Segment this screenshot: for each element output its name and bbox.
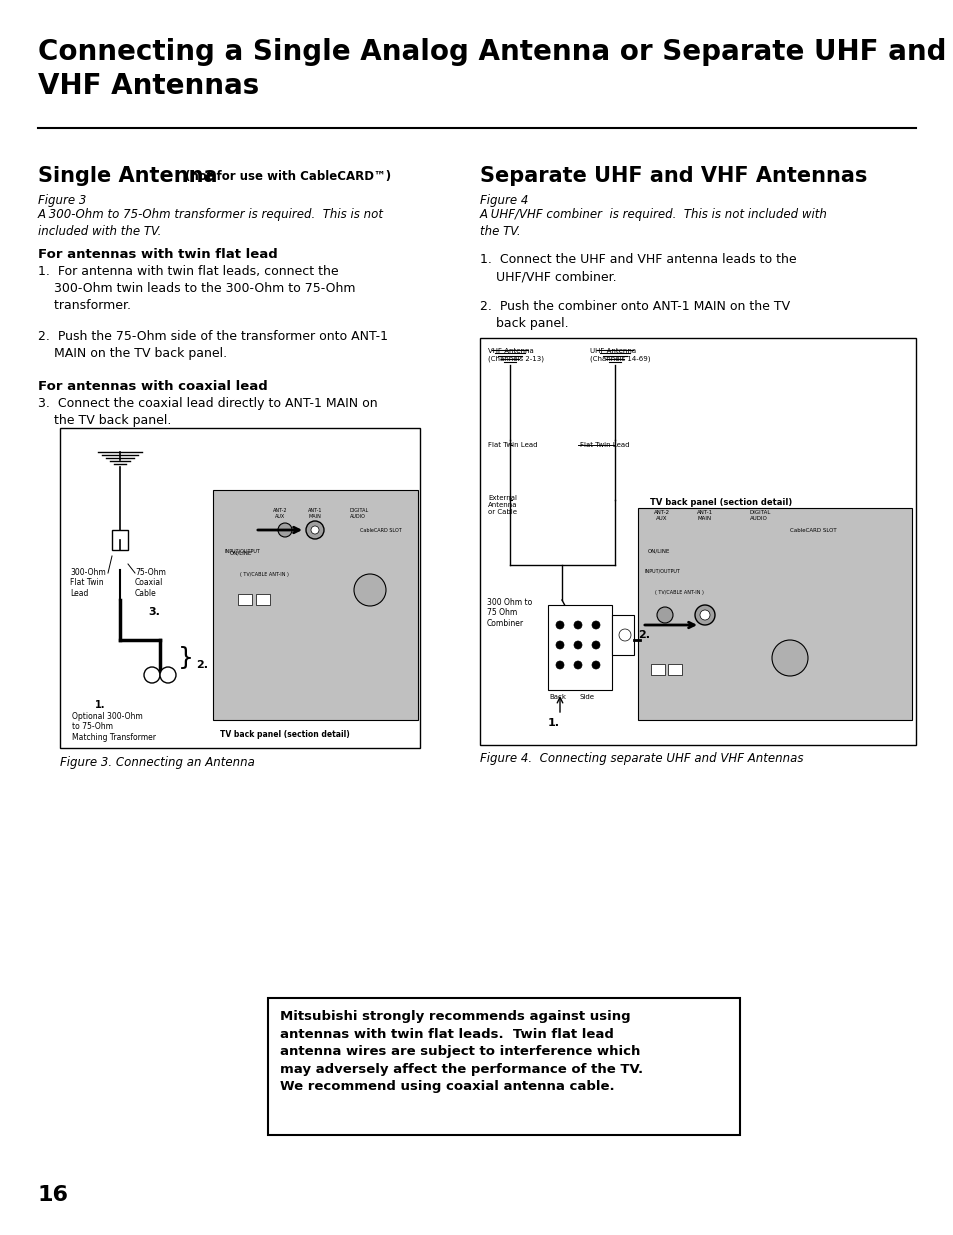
Text: A 300-Ohm to 75-Ohm transformer is required.  This is not
included with the TV.: A 300-Ohm to 75-Ohm transformer is requi… xyxy=(38,207,384,238)
Text: A UHF/VHF combiner  is required.  This is not included with
the TV.: A UHF/VHF combiner is required. This is … xyxy=(479,207,827,238)
Text: 1.  For antenna with twin flat leads, connect the
    300-Ohm twin leads to the : 1. For antenna with twin flat leads, con… xyxy=(38,266,355,312)
Circle shape xyxy=(556,641,563,650)
Circle shape xyxy=(144,667,160,683)
Text: ANT-2
AUX: ANT-2 AUX xyxy=(273,508,287,519)
Text: ( TV/CABLE ANT-IN ): ( TV/CABLE ANT-IN ) xyxy=(655,590,703,595)
Circle shape xyxy=(354,574,386,606)
Circle shape xyxy=(700,610,709,620)
Text: Mitsubishi strongly recommends against using
antennas with twin flat leads.  Twi: Mitsubishi strongly recommends against u… xyxy=(280,1010,642,1093)
Text: TV back panel (section detail): TV back panel (section detail) xyxy=(649,498,791,508)
Bar xyxy=(638,508,911,720)
Text: Connecting a Single Analog Antenna or Separate UHF and
VHF Antennas: Connecting a Single Analog Antenna or Se… xyxy=(38,38,945,100)
Bar xyxy=(667,664,681,676)
Text: Figure 3. Connecting an Antenna: Figure 3. Connecting an Antenna xyxy=(60,756,254,769)
Text: (not for use with CableCARD™): (not for use with CableCARD™) xyxy=(185,170,391,183)
Text: INPUT/OUTPUT: INPUT/OUTPUT xyxy=(225,548,260,553)
Text: Figure 4: Figure 4 xyxy=(479,194,528,207)
Text: Side: Side xyxy=(579,694,595,700)
Text: 3.  Connect the coaxial lead directly to ANT-1 MAIN on
    the TV back panel.: 3. Connect the coaxial lead directly to … xyxy=(38,396,377,427)
Text: 300 Ohm to
75 Ohm
Combiner: 300 Ohm to 75 Ohm Combiner xyxy=(486,598,532,627)
Text: ANT-1
MAIN: ANT-1 MAIN xyxy=(697,510,712,521)
Circle shape xyxy=(574,621,581,629)
Circle shape xyxy=(160,667,175,683)
Circle shape xyxy=(695,605,714,625)
Text: 2.  Push the combiner onto ANT-1 MAIN on the TV
    back panel.: 2. Push the combiner onto ANT-1 MAIN on … xyxy=(479,300,789,330)
Bar xyxy=(60,429,419,748)
Text: Flat Twin Lead: Flat Twin Lead xyxy=(579,442,629,448)
Text: For antennas with twin flat lead: For antennas with twin flat lead xyxy=(38,248,277,261)
Circle shape xyxy=(771,640,807,676)
Text: CableCARD SLOT: CableCARD SLOT xyxy=(359,529,401,534)
Circle shape xyxy=(556,621,563,629)
Bar xyxy=(213,490,417,720)
Bar xyxy=(268,998,740,1135)
Text: }: } xyxy=(178,646,193,671)
Bar xyxy=(650,664,664,676)
Circle shape xyxy=(556,661,563,669)
Bar xyxy=(612,615,634,655)
Text: Back: Back xyxy=(548,694,565,700)
Text: 2.  Push the 75-Ohm side of the transformer onto ANT-1
    MAIN on the TV back p: 2. Push the 75-Ohm side of the transform… xyxy=(38,330,388,359)
Circle shape xyxy=(592,661,599,669)
Circle shape xyxy=(306,521,324,538)
Bar xyxy=(112,530,128,550)
Text: Optional 300-Ohm
to 75-Ohm
Matching Transformer: Optional 300-Ohm to 75-Ohm Matching Tran… xyxy=(71,713,156,742)
Circle shape xyxy=(311,526,318,534)
Text: Figure 3: Figure 3 xyxy=(38,194,87,207)
Text: 75-Ohm
Coaxial
Cable: 75-Ohm Coaxial Cable xyxy=(135,568,166,598)
Text: 2.: 2. xyxy=(638,630,649,640)
Text: External
Antenna
or Cable: External Antenna or Cable xyxy=(488,495,517,515)
Circle shape xyxy=(592,621,599,629)
Circle shape xyxy=(618,629,630,641)
Text: UHF Antenna
(Channels 14-69): UHF Antenna (Channels 14-69) xyxy=(589,348,650,362)
Circle shape xyxy=(574,641,581,650)
Bar xyxy=(547,605,612,690)
Text: Single Antenna: Single Antenna xyxy=(38,165,217,186)
Text: For antennas with coaxial lead: For antennas with coaxial lead xyxy=(38,380,268,393)
Text: ON/LINE: ON/LINE xyxy=(647,548,670,553)
Text: DIGITAL
AUDIO: DIGITAL AUDIO xyxy=(350,508,369,519)
Text: 2.: 2. xyxy=(195,659,208,671)
Text: 1.: 1. xyxy=(95,700,106,710)
Text: TV back panel (section detail): TV back panel (section detail) xyxy=(220,730,350,739)
Text: 1.: 1. xyxy=(547,718,559,727)
Text: INPUT/OUTPUT: INPUT/OUTPUT xyxy=(644,568,680,573)
Text: 3.: 3. xyxy=(148,606,160,618)
Text: CableCARD SLOT: CableCARD SLOT xyxy=(789,529,836,534)
Text: Flat Twin Lead: Flat Twin Lead xyxy=(488,442,537,448)
Circle shape xyxy=(574,661,581,669)
Text: ON/LINE: ON/LINE xyxy=(230,550,253,555)
Text: 300-Ohm
Flat Twin
Lead: 300-Ohm Flat Twin Lead xyxy=(70,568,106,598)
Bar xyxy=(479,338,915,745)
Text: Figure 4.  Connecting separate UHF and VHF Antennas: Figure 4. Connecting separate UHF and VH… xyxy=(479,752,802,764)
Text: ( TV/CABLE ANT-IN ): ( TV/CABLE ANT-IN ) xyxy=(240,572,289,577)
Text: DIGITAL
AUDIO: DIGITAL AUDIO xyxy=(749,510,771,521)
Circle shape xyxy=(657,606,672,622)
Bar xyxy=(237,594,252,605)
Bar xyxy=(255,594,270,605)
Text: 1.  Connect the UHF and VHF antenna leads to the
    UHF/VHF combiner.: 1. Connect the UHF and VHF antenna leads… xyxy=(479,253,796,283)
Circle shape xyxy=(277,522,292,537)
Text: ANT-1
MAIN: ANT-1 MAIN xyxy=(308,508,322,519)
Text: VHF Antenna
(Channels 2-13): VHF Antenna (Channels 2-13) xyxy=(488,348,543,362)
Text: 16: 16 xyxy=(38,1186,69,1205)
Text: Separate UHF and VHF Antennas: Separate UHF and VHF Antennas xyxy=(479,165,866,186)
Text: ANT-2
AUX: ANT-2 AUX xyxy=(653,510,669,521)
Circle shape xyxy=(592,641,599,650)
